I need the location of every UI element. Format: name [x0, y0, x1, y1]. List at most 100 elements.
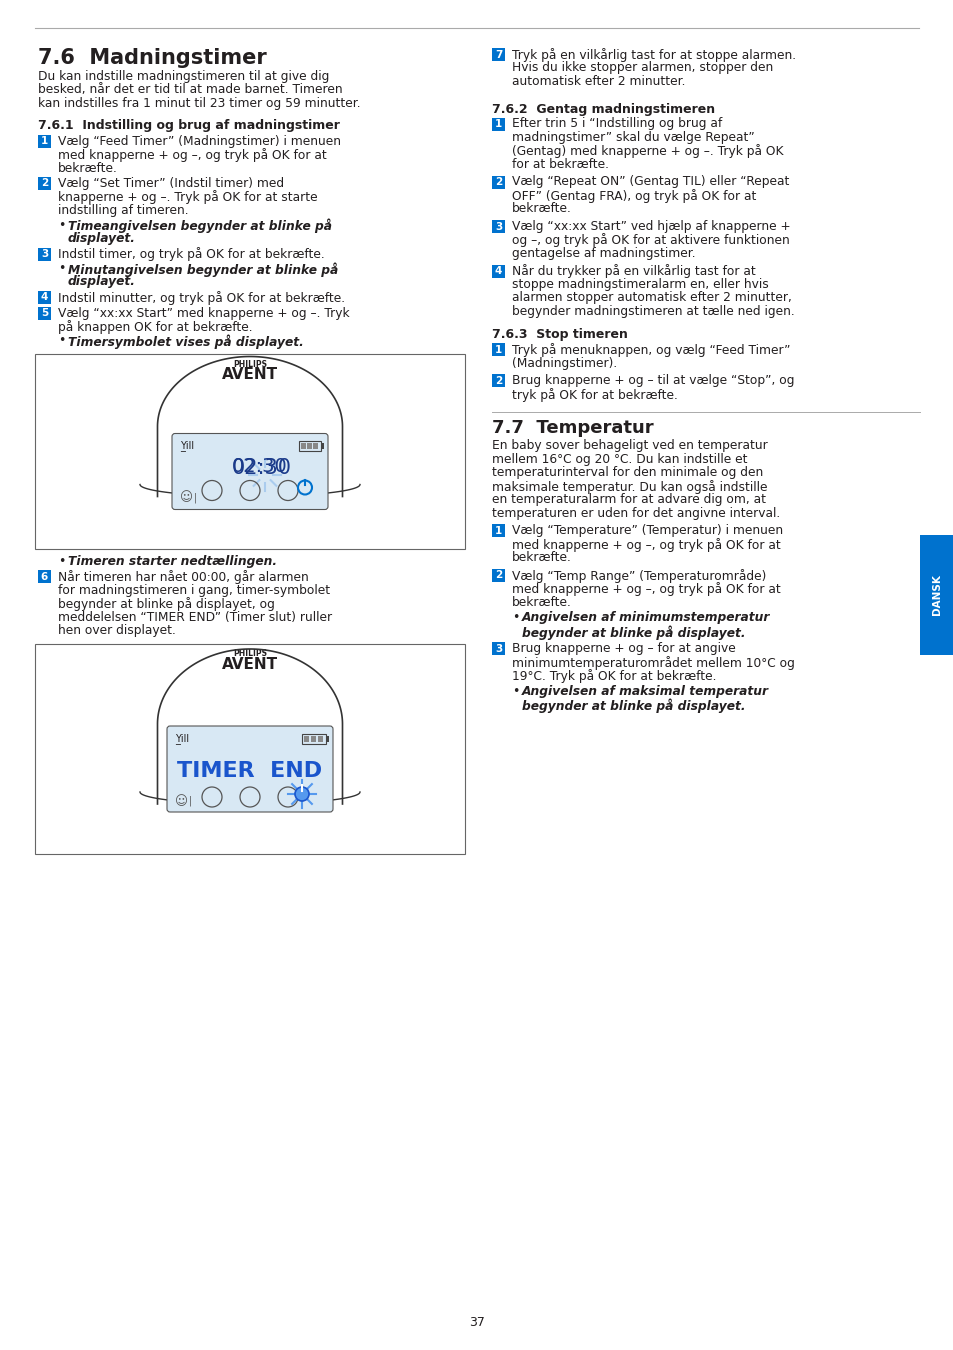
Polygon shape [157, 356, 342, 497]
Text: 7.7  Temperatur: 7.7 Temperatur [492, 420, 653, 437]
Text: Efter trin 5 i “Indstilling og brug af: Efter trin 5 i “Indstilling og brug af [512, 117, 721, 131]
Bar [492, 117, 504, 131]
Text: Vælg “Set Timer” (Indstil timer) med: Vælg “Set Timer” (Indstil timer) med [58, 177, 284, 190]
Text: 2: 2 [495, 177, 501, 188]
Text: Tryk på en vilkårlig tast for at stoppe alarmen.: Tryk på en vilkårlig tast for at stoppe … [512, 49, 796, 62]
Text: displayet.: displayet. [68, 275, 135, 289]
Text: •: • [58, 219, 66, 231]
Text: ☺: ☺ [180, 491, 193, 505]
Text: Når du trykker på en vilkårlig tast for at: Når du trykker på en vilkårlig tast for … [512, 265, 755, 278]
Text: stoppe madningstimeralarm en, eller hvis: stoppe madningstimeralarm en, eller hvis [512, 278, 768, 292]
Text: 1: 1 [495, 346, 501, 355]
Bar [492, 643, 504, 656]
Text: 1: 1 [495, 526, 501, 536]
Text: 6: 6 [41, 572, 48, 582]
Bar [492, 220, 504, 234]
Text: 7.6.3  Stop timeren: 7.6.3 Stop timeren [492, 328, 627, 342]
Text: begynder at blinke på displayet, og: begynder at blinke på displayet, og [58, 598, 274, 612]
Text: 02:30: 02:30 [232, 458, 288, 477]
Text: maksimale temperatur. Du kan også indstille: maksimale temperatur. Du kan også indsti… [492, 481, 767, 494]
Text: En baby sover behageligt ved en temperatur: En baby sover behageligt ved en temperat… [492, 440, 767, 452]
Bar [492, 525, 504, 537]
Text: AVENT: AVENT [222, 657, 277, 672]
Text: Indstil minutter, og tryk på OK for at bekræfte.: Indstil minutter, og tryk på OK for at b… [58, 292, 345, 305]
Bar [492, 49, 504, 61]
Text: for at bekræfte.: for at bekræfte. [512, 158, 608, 171]
Bar [320, 444, 324, 450]
Text: alarmen stopper automatisk efter 2 minutter,: alarmen stopper automatisk efter 2 minut… [512, 292, 791, 305]
Text: begynder at blinke på displayet.: begynder at blinke på displayet. [521, 625, 744, 640]
Text: •: • [512, 684, 518, 698]
Bar [298, 441, 320, 451]
Text: automatisk efter 2 minutter.: automatisk efter 2 minutter. [512, 76, 685, 88]
Circle shape [294, 787, 309, 801]
Bar [304, 736, 309, 742]
Text: en temperaturalarm for at advare dig om, at: en temperaturalarm for at advare dig om,… [492, 494, 765, 506]
Bar [38, 571, 51, 583]
Text: displayet.: displayet. [68, 232, 135, 244]
Text: (Madningstimer).: (Madningstimer). [512, 356, 617, 370]
Bar [38, 135, 51, 147]
Bar [311, 736, 315, 742]
Text: Timeangivelsen begynder at blinke på: Timeangivelsen begynder at blinke på [68, 219, 332, 234]
Text: (Gentag) med knapperne + og –. Tryk på OK: (Gentag) med knapperne + og –. Tryk på O… [512, 144, 782, 158]
Text: TIMER  END: TIMER END [177, 761, 322, 782]
Polygon shape [157, 649, 342, 805]
Text: 3: 3 [495, 221, 501, 231]
Bar [492, 343, 504, 356]
Text: med knapperne + og –, og tryk på OK for at: med knapperne + og –, og tryk på OK for … [58, 148, 327, 162]
Text: |: | [193, 493, 197, 504]
Text: Indstil timer, og tryk på OK for at bekræfte.: Indstil timer, og tryk på OK for at bekr… [58, 247, 324, 262]
Text: DANSK: DANSK [931, 575, 941, 616]
Text: begynder madningstimeren at tælle ned igen.: begynder madningstimeren at tælle ned ig… [512, 305, 794, 319]
Text: |: | [189, 796, 193, 806]
Text: 4: 4 [495, 266, 501, 275]
Text: Vælg “xx:xx Start” med knapperne + og –. Tryk: Vælg “xx:xx Start” med knapperne + og –.… [58, 306, 349, 320]
Text: 37: 37 [469, 1315, 484, 1328]
Text: Brug knapperne + og – for at angive: Brug knapperne + og – for at angive [512, 643, 735, 656]
Text: Timeren starter nedtællingen.: Timeren starter nedtællingen. [68, 555, 276, 568]
Text: med knapperne + og –, og tryk på OK for at: med knapperne + og –, og tryk på OK for … [512, 539, 780, 552]
Bar [313, 444, 317, 450]
Bar [35, 354, 464, 549]
Text: tryk på OK for at bekræfte.: tryk på OK for at bekræfte. [512, 387, 678, 402]
Text: med knapperne + og –, og tryk på OK for at: med knapperne + og –, og tryk på OK for … [512, 582, 780, 597]
Bar [38, 306, 51, 320]
Bar [307, 444, 312, 450]
Bar [492, 265, 504, 278]
Text: 7: 7 [495, 50, 501, 59]
Text: 3: 3 [41, 248, 48, 259]
Bar [317, 736, 323, 742]
Text: Vælg “xx:xx Start” ved hjælp af knapperne +: Vælg “xx:xx Start” ved hjælp af knappern… [512, 220, 790, 234]
Text: madningstimer” skal du vælge Repeat”: madningstimer” skal du vælge Repeat” [512, 131, 754, 144]
Text: besked, når det er tid til at made barnet. Timeren: besked, når det er tid til at made barne… [38, 84, 342, 96]
Text: AVENT: AVENT [222, 367, 277, 382]
Text: bekræfte.: bekræfte. [512, 202, 571, 216]
Text: temperaturinterval for den minimale og den: temperaturinterval for den minimale og d… [492, 467, 762, 479]
Text: Hvis du ikke stopper alarmen, stopper den: Hvis du ikke stopper alarmen, stopper de… [512, 62, 773, 74]
Text: knapperne + og –. Tryk på OK for at starte: knapperne + og –. Tryk på OK for at star… [58, 190, 317, 204]
Text: Y̲ill: Y̲ill [180, 440, 193, 451]
Text: •: • [58, 555, 66, 568]
Bar [492, 568, 504, 582]
Bar [302, 734, 326, 744]
Text: Minutangivelsen begynder at blinke på: Minutangivelsen begynder at blinke på [68, 262, 338, 277]
Bar [301, 444, 306, 450]
Text: hen over displayet.: hen over displayet. [58, 625, 175, 637]
Text: Y̲ill: Y̲ill [174, 733, 189, 744]
Text: Timersymbolet vises på displayet.: Timersymbolet vises på displayet. [68, 335, 303, 350]
Text: •: • [58, 335, 66, 347]
Text: 4: 4 [41, 293, 49, 302]
Text: temperaturen er uden for det angivne interval.: temperaturen er uden for det angivne int… [492, 508, 780, 520]
Text: Angivelsen af minimumstemperatur: Angivelsen af minimumstemperatur [521, 612, 770, 625]
Text: Vælg “Feed Timer” (Madningstimer) i menuen: Vælg “Feed Timer” (Madningstimer) i menu… [58, 135, 340, 147]
Text: 2: 2 [495, 377, 501, 386]
Text: på knappen OK for at bekræfte.: på knappen OK for at bekræfte. [58, 320, 253, 333]
Text: PHILIPS: PHILIPS [233, 649, 267, 659]
Text: begynder at blinke på displayet.: begynder at blinke på displayet. [521, 698, 744, 713]
Text: Tryk på menuknappen, og vælg “Feed Timer”: Tryk på menuknappen, og vælg “Feed Timer… [512, 343, 790, 358]
FancyBboxPatch shape [167, 726, 333, 811]
Text: 7.6.1  Indstilling og brug af madningstimer: 7.6.1 Indstilling og brug af madningstim… [38, 119, 339, 131]
Text: 7.6  Madningstimer: 7.6 Madningstimer [38, 49, 267, 68]
Text: 5: 5 [41, 308, 48, 319]
